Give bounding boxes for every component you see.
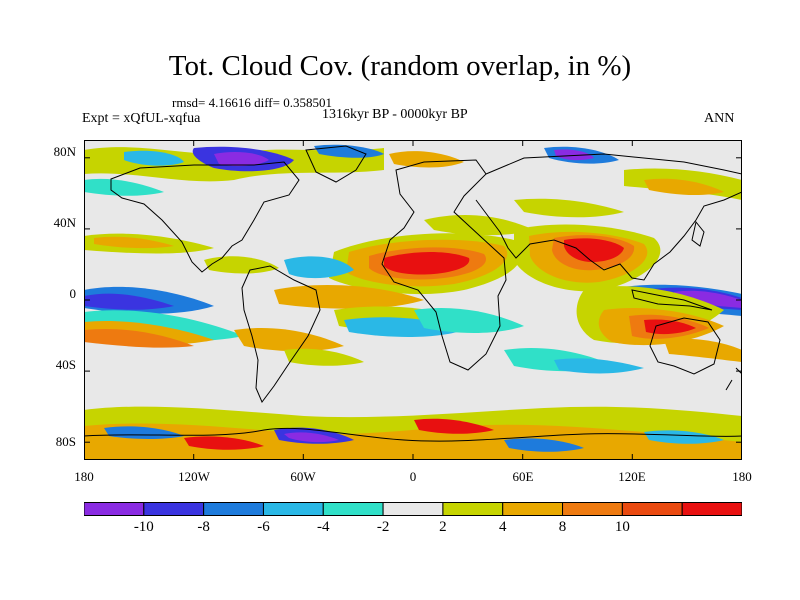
- colorbar: [84, 502, 742, 516]
- lat-label-80s: 80S: [55, 434, 76, 449]
- lat-label-0: 0: [69, 286, 77, 301]
- maritime-continent-coast: [631, 289, 713, 311]
- lon-label-120e: 120E: [618, 469, 646, 484]
- lon-label-180-right: 180: [732, 469, 752, 484]
- colorbar-box: [681, 502, 742, 516]
- colorbar-label: -6: [257, 519, 270, 535]
- colorbar-box: [442, 502, 504, 516]
- colorbar-label: 10: [614, 519, 630, 535]
- map-title: Tot. Cloud Cov. (random overlap, in %): [168, 50, 632, 82]
- colorbar-box: [84, 502, 145, 516]
- lon-label-120w: 120W: [178, 469, 210, 484]
- japan-coast: [691, 220, 705, 247]
- greenland-coast: [305, 145, 367, 183]
- colorbar-label: -10: [133, 519, 154, 535]
- north-america-coast: [110, 161, 300, 273]
- stats-line: rmsd= 4.16616 diff= 0.358501: [172, 95, 332, 110]
- lon-label-180-left: 180: [74, 469, 94, 484]
- colorbar-box: [562, 502, 623, 516]
- lon-label-60w: 60W: [290, 469, 316, 484]
- coastlines: [84, 145, 742, 442]
- colorbar-box: [502, 502, 564, 516]
- season-label: ANN: [704, 111, 735, 126]
- colorbar-box: [621, 502, 683, 516]
- colorbar-box: [262, 502, 324, 516]
- colorbar-label: -4: [317, 519, 330, 535]
- colorbar-box: [203, 502, 264, 516]
- colorbar-label: -2: [376, 519, 390, 535]
- lon-label-0: 0: [409, 469, 417, 484]
- australia-coast: [649, 317, 721, 375]
- map-frame: [84, 140, 742, 460]
- colorbar-box: [322, 502, 384, 516]
- asia-coast: [475, 153, 742, 281]
- colorbar-label: 8: [558, 519, 567, 535]
- antarctica-coast: [84, 427, 742, 442]
- south-america-coast: [241, 265, 321, 403]
- lon-label-60e: 60E: [512, 469, 534, 484]
- colorbar-label: -8: [197, 519, 210, 535]
- colorbar-box: [143, 502, 205, 516]
- colorbar-label: 4: [498, 519, 507, 535]
- lat-label-80n: 80N: [53, 144, 76, 159]
- colorbar-box: [382, 502, 444, 516]
- colorbar-label: 2: [439, 519, 447, 535]
- europe-africa-coast: [381, 159, 507, 371]
- lat-label-40n: 40N: [53, 215, 76, 230]
- anomaly-map: [84, 140, 742, 460]
- period-label: 1316kyr BP - 0000kyr BP: [322, 107, 468, 122]
- experiment-label: Expt = xQfUL-xqfua: [82, 111, 201, 126]
- lat-label-40s: 40S: [55, 357, 76, 372]
